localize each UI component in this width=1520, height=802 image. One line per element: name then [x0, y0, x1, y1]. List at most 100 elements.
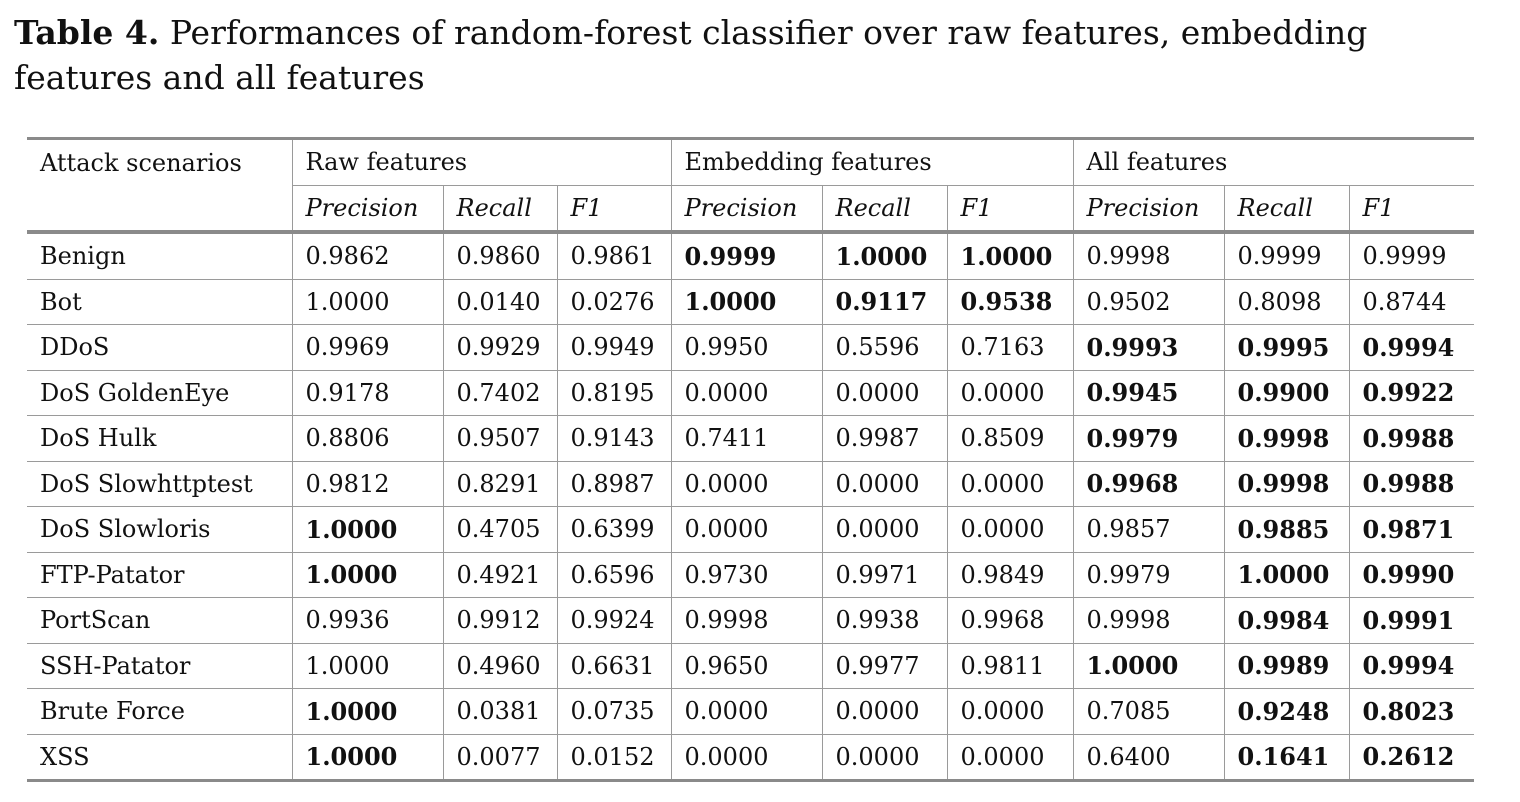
table-cell: 0.9999: [1223, 231, 1350, 280]
table-cell: 0.0000: [821, 460, 948, 507]
table-cell: 0.9977: [821, 642, 948, 689]
table-cell: 0.9945: [1072, 369, 1225, 416]
table-cell: 0.9969: [291, 324, 444, 371]
table-cell: 0.9857: [1072, 506, 1225, 553]
table-row: DoS Slowhttptest 0.9812 0.8291 0.8987 0.0000…: [27, 460, 1474, 507]
table-cell: 0.9999: [1348, 231, 1474, 280]
table-cell: 1.0000: [670, 278, 823, 325]
table-cell: 0.0000: [821, 369, 948, 416]
table-cell: 0.9989: [1223, 642, 1350, 689]
table-cell: 0.9811: [946, 642, 1074, 689]
table-cell: 0.0000: [821, 688, 948, 735]
table-cell: 0.5596: [821, 324, 948, 371]
table-row: DoS Hulk 0.8806 0.9507 0.9143 0.7411 0.9987 0.…: [27, 415, 1474, 462]
table-cell: 0.0000: [946, 506, 1074, 553]
table-cell: 0.9995: [1223, 324, 1350, 371]
table-cell: 0.0000: [670, 460, 823, 507]
table-cell: 0.9994: [1348, 642, 1474, 689]
metric-header-precision: Precision: [1072, 184, 1225, 234]
table-cell: 0.9994: [1348, 324, 1474, 371]
table-cell: 0.8806: [291, 415, 444, 462]
metric-header-row: Precision Recall F1 Precision Recall F1 …: [27, 184, 1474, 234]
metric-header-recall: Recall: [1223, 184, 1350, 234]
row-scenario-label: PortScan: [27, 597, 293, 644]
table-cell: 1.0000: [291, 688, 444, 735]
table-cell: 0.9650: [670, 642, 823, 689]
table-cell: 0.9900: [1223, 369, 1350, 416]
metric-header-precision: Precision: [670, 184, 823, 234]
table-cell: 0.4705: [442, 506, 558, 553]
table-cell: 0.9507: [442, 415, 558, 462]
table-cell: 0.9922: [1348, 369, 1474, 416]
table-cell: 1.0000: [821, 231, 948, 280]
table-cell: 1.0000: [946, 231, 1074, 280]
metric-header-precision: Precision: [291, 184, 444, 234]
row-scenario-label: DDoS: [27, 324, 293, 371]
table-cell: 1.0000: [1223, 551, 1350, 598]
table-cell: 0.7085: [1072, 688, 1225, 735]
metric-header-f1: F1: [946, 184, 1074, 234]
table-cell: 0.0000: [670, 369, 823, 416]
table-cell: 1.0000: [291, 733, 444, 782]
table-cell: 0.9924: [556, 597, 672, 644]
table-body: Benign 0.9862 0.9860 0.9861 0.9999 1.0000 1.00…: [27, 231, 1474, 782]
table-cell: 0.9971: [821, 551, 948, 598]
table-cell: 0.1641: [1223, 733, 1350, 782]
table-cell: 0.9968: [1072, 460, 1225, 507]
table-cell: 0.8291: [442, 460, 558, 507]
group-header-row: Attack scenarios Raw features Embedding …: [27, 137, 1474, 234]
table-cell: 0.0000: [821, 506, 948, 553]
row-scenario-label: Brute Force: [27, 688, 293, 735]
table-cell: 0.0152: [556, 733, 672, 782]
group-header-embedding: Embedding features: [670, 137, 1074, 186]
table-cell: 0.8195: [556, 369, 672, 416]
table-cell: 0.9988: [1348, 460, 1474, 507]
table-row: DoS Slowloris 1.0000 0.4705 0.6399 0.0000 0.0…: [27, 506, 1474, 553]
table-cell: 0.0735: [556, 688, 672, 735]
table-cell: 0.0077: [442, 733, 558, 782]
table-cell: 0.9812: [291, 460, 444, 507]
table-cell: 0.9998: [1072, 597, 1225, 644]
table-cell: 0.9979: [1072, 551, 1225, 598]
table-cell: 0.8509: [946, 415, 1074, 462]
table-row: FTP-Patator 1.0000 0.4921 0.6596 0.9730 0.997…: [27, 551, 1474, 598]
table-cell: 1.0000: [1072, 642, 1225, 689]
table-row: XSS 1.0000 0.0077 0.0152 0.0000 0.0000 0.0000 0…: [27, 733, 1474, 782]
table-cell: 0.9117: [821, 278, 948, 325]
table-cell: 0.7411: [670, 415, 823, 462]
table-cell: 0.0000: [946, 733, 1074, 782]
table-cell: 0.0000: [946, 688, 1074, 735]
table-cell: 0.8744: [1348, 278, 1474, 325]
row-scenario-label: DoS Slowloris: [27, 506, 293, 553]
table-cell: 0.9538: [946, 278, 1074, 325]
table-cell: 0.9936: [291, 597, 444, 644]
table-cell: 0.9178: [291, 369, 444, 416]
table-cell: 1.0000: [291, 506, 444, 553]
row-scenario-label: Bot: [27, 278, 293, 325]
table-row: Benign 0.9862 0.9860 0.9861 0.9999 1.0000 1.00…: [27, 231, 1474, 280]
metric-header-f1: F1: [1348, 184, 1474, 234]
table-cell: 1.0000: [291, 551, 444, 598]
table-cell: 0.9998: [1072, 231, 1225, 280]
table-row: PortScan 0.9936 0.9912 0.9924 0.9998 0.9938 0.…: [27, 597, 1474, 644]
table-row: Brute Force 1.0000 0.0381 0.0735 0.0000 0.000…: [27, 688, 1474, 735]
table-cell: 0.4921: [442, 551, 558, 598]
table-cell: 0.0000: [946, 369, 1074, 416]
table-cell: 0.7402: [442, 369, 558, 416]
table-cell: 0.6399: [556, 506, 672, 553]
row-scenario-label: Benign: [27, 231, 293, 280]
caption-label: Table 4.: [14, 13, 160, 52]
table-cell: 0.9991: [1348, 597, 1474, 644]
table-cell: 0.9998: [1223, 460, 1350, 507]
table-cell: 0.6400: [1072, 733, 1225, 782]
table-cell: 0.9987: [821, 415, 948, 462]
table-cell: 0.9998: [670, 597, 823, 644]
table-cell: 0.9984: [1223, 597, 1350, 644]
table-cell: 0.9990: [1348, 551, 1474, 598]
table-cell: 0.9988: [1348, 415, 1474, 462]
table-cell: 0.8023: [1348, 688, 1474, 735]
table-row: Bot 1.0000 0.0140 0.0276 1.0000 0.9117 0.9538 0…: [27, 278, 1474, 325]
row-scenario-label: XSS: [27, 733, 293, 782]
table-cell: 0.9861: [556, 231, 672, 280]
table-cell: 0.9849: [946, 551, 1074, 598]
